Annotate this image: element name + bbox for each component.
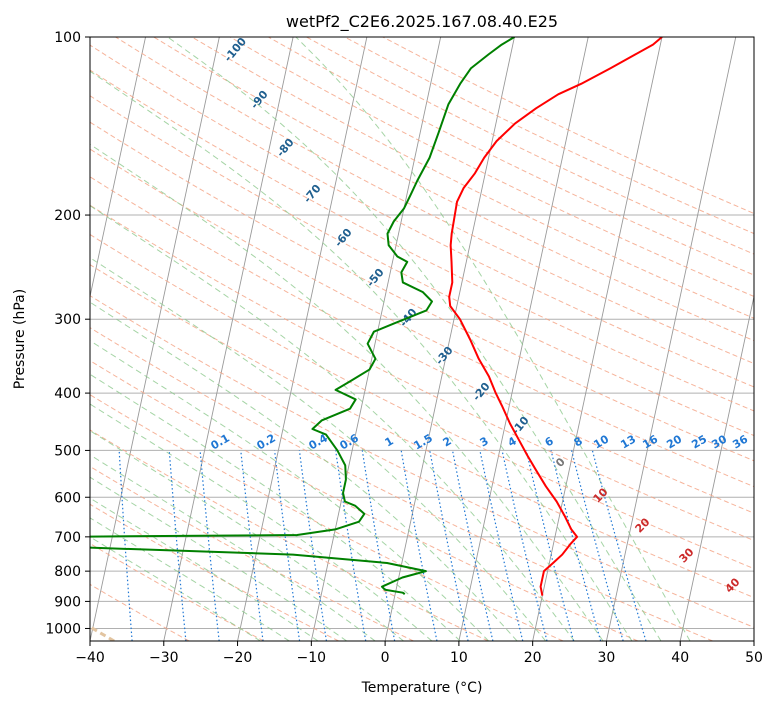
dry-adiabat-30	[90, 360, 639, 641]
mixing-ratio-line	[571, 450, 624, 641]
mixing-ratio-line	[591, 450, 647, 641]
moist-adiabat-40	[295, 37, 691, 641]
dry-adiabat-60	[90, 264, 754, 599]
x-tick-label: 10	[450, 650, 468, 666]
chart-title: wetPf2_C2E6.2025.167.08.40.E25	[286, 12, 558, 32]
moist-adiabat-24	[90, 205, 575, 641]
temperature-profile-line	[448, 37, 663, 596]
dry-adiabat-160	[153, 37, 754, 342]
dry-adiabat-layer	[90, 37, 754, 641]
series-layer	[90, 37, 663, 596]
x-tick-label: −40	[75, 650, 105, 666]
x-tick-label: −30	[149, 650, 179, 666]
moist-adiabat-36	[167, 37, 662, 641]
moist-adiabat-4	[90, 403, 433, 641]
dry-adiabat--20	[90, 542, 265, 641]
plot-frame	[89, 36, 755, 642]
moist-adiabat-12	[90, 340, 489, 641]
isotherm--30	[163, 37, 294, 641]
y-tick-label: 200	[54, 208, 81, 224]
x-axis: −40 −30 −20 −10 0 10 20 30 40 50	[75, 641, 763, 666]
x-tick-label: 0	[381, 650, 390, 666]
dry-adiabat--10	[90, 503, 339, 641]
y-axis: 100 200 300 400 500 600 700 800 900 1000	[45, 30, 90, 637]
x-tick-label: −20	[223, 650, 253, 666]
mixing-ratio-line	[550, 450, 602, 641]
dry-adiabat-10	[90, 429, 489, 641]
moist-adiabat-16	[90, 301, 518, 641]
isotherm-0	[384, 37, 515, 641]
x-axis-label: Temperature (°C)	[361, 680, 483, 696]
y-tick-label: 700	[54, 530, 81, 546]
mixing-ratio-line	[429, 450, 469, 641]
dewpoint-profile-line	[90, 37, 515, 595]
y-axis-label: Pressure (hPa)	[12, 289, 28, 389]
isotherm-10	[458, 37, 589, 641]
mixing-ratio-line	[451, 450, 494, 641]
moist-adiabat--8	[90, 476, 347, 641]
y-tick-label: 500	[54, 443, 81, 459]
dry-adiabat-140	[90, 44, 754, 388]
dry-adiabat-130	[90, 69, 754, 412]
y-tick-label: 600	[54, 490, 81, 506]
mixing-ratio-line	[479, 450, 524, 641]
x-tick-label: 40	[671, 650, 689, 666]
y-tick-label: 300	[54, 312, 81, 328]
isotherm-40	[679, 294, 754, 641]
mixing-ratio-line	[240, 450, 264, 641]
dry-adiabat-0	[90, 465, 414, 641]
dry-adiabat-90	[90, 176, 754, 514]
isotherm--50	[90, 37, 146, 299]
y-tick-label: 800	[54, 564, 81, 580]
moist-adiabat-32	[90, 70, 633, 641]
moist-adiabat--12	[90, 497, 319, 641]
mixing-ratio-line	[335, 450, 367, 641]
dry-adiabat-100	[90, 148, 754, 488]
dry-adiabat-170	[191, 37, 754, 319]
x-tick-label: −10	[297, 650, 327, 666]
isotherm--40	[90, 37, 220, 641]
y-tick-label: 900	[54, 594, 81, 610]
mixing-ratio-line	[298, 450, 328, 641]
moist-adiabat-0	[90, 430, 404, 641]
dry-adiabat-20	[90, 394, 564, 641]
mixing-ratio-line	[273, 450, 301, 641]
moist-adiabat-layer	[90, 37, 691, 641]
x-tick-label: 30	[598, 650, 616, 666]
mixing-ratio-line	[501, 450, 548, 641]
dry-adiabat-70	[90, 233, 754, 570]
y-tick-label: 1000	[45, 621, 81, 637]
isotherm-layer	[90, 37, 754, 641]
dry-adiabat-40	[90, 327, 713, 641]
moist-adiabat-20	[90, 257, 547, 641]
y-tick-label: 400	[54, 386, 81, 402]
moist-adiabat-28	[90, 143, 604, 641]
isotherm-30	[606, 37, 737, 641]
mixing-ratio-line	[199, 450, 220, 641]
x-tick-label: 20	[524, 650, 542, 666]
dry-adiabat-150	[115, 37, 754, 365]
isotherm--20	[237, 37, 368, 641]
isotherm-20	[532, 37, 663, 641]
dry-adiabat-80	[90, 204, 754, 542]
y-tick-label: 100	[54, 30, 81, 46]
x-tick-label: 50	[745, 650, 763, 666]
moist-adiabat-8	[90, 373, 461, 641]
